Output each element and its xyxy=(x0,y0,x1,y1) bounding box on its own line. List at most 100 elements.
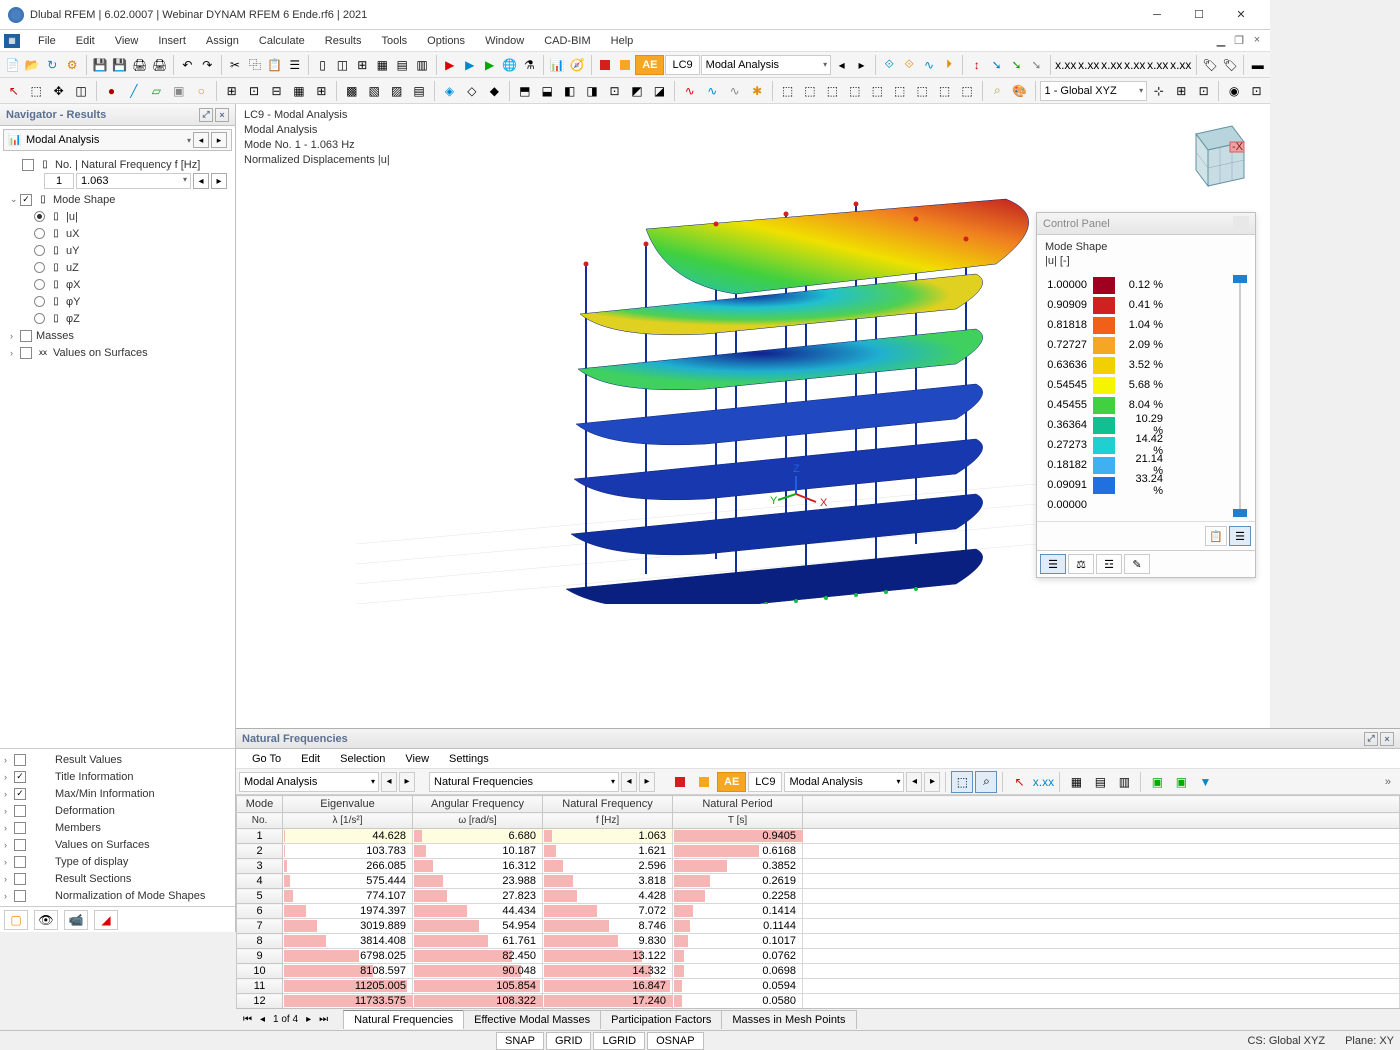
btm-tool8[interactable]: ▣ xyxy=(1146,771,1168,793)
lc-next[interactable]: ▸ xyxy=(852,54,871,76)
btm-tool4[interactable]: x.xx xyxy=(1032,771,1054,793)
btm-menu-selection[interactable]: Selection xyxy=(330,753,395,765)
v3-button[interactable]: ◧ xyxy=(559,80,580,102)
end1-button[interactable]: ◉ xyxy=(1223,80,1244,102)
vx-button[interactable]: ➘ xyxy=(987,54,1006,76)
surf-button[interactable]: ▱ xyxy=(146,80,167,102)
node-button[interactable]: ● xyxy=(101,80,122,102)
xxx4-button[interactable]: x.xx xyxy=(1124,54,1146,76)
grid3-button[interactable]: ⊟ xyxy=(266,80,287,102)
open-button[interactable]: 📂 xyxy=(23,54,42,76)
tree-sub-3[interactable]: ▯uZ xyxy=(4,259,231,276)
tree-sub-6[interactable]: ▯φZ xyxy=(4,310,231,327)
grid-button[interactable]: ⊞ xyxy=(221,80,242,102)
nav-tab1[interactable]: ▢ xyxy=(4,910,28,930)
ctrl-header[interactable]: Control Panel xyxy=(1037,213,1255,235)
menu-close-icon[interactable]: × xyxy=(1248,34,1266,47)
btm-tool6[interactable]: ▤ xyxy=(1089,771,1111,793)
v1-button[interactable]: ⬒ xyxy=(514,80,535,102)
menu-options[interactable]: Options xyxy=(417,32,475,50)
btm-sq-orange[interactable] xyxy=(693,771,715,793)
menu-calculate[interactable]: Calculate xyxy=(249,32,315,50)
xxx6-button[interactable]: x.xx xyxy=(1170,54,1192,76)
snap-snap[interactable]: SNAP xyxy=(496,1032,544,1050)
nav-analysis-dropdown[interactable]: 📊Modal Analysis▾◂▸ xyxy=(3,129,232,151)
navlower-3[interactable]: › Deformation xyxy=(4,802,231,819)
grid2-button[interactable]: ⊡ xyxy=(243,80,264,102)
calc3-button[interactable]: ▶ xyxy=(480,54,499,76)
def3-button[interactable]: ∿ xyxy=(920,54,939,76)
cube-button[interactable]: ◈ xyxy=(439,80,460,102)
s9-button[interactable]: ⬚ xyxy=(956,80,977,102)
s4-button[interactable]: ⬚ xyxy=(844,80,865,102)
v6-button[interactable]: ◩ xyxy=(626,80,647,102)
win4-button[interactable]: ▦ xyxy=(373,54,392,76)
btm-tool1[interactable]: ⬚ xyxy=(951,771,973,793)
win2-button[interactable]: ◫ xyxy=(333,54,352,76)
disp-button[interactable]: ▬ xyxy=(1248,54,1267,76)
tree-values-surfaces[interactable]: ›xxValues on Surfaces xyxy=(4,344,231,361)
menu-insert[interactable]: Insert xyxy=(148,32,196,50)
navlower-2[interactable]: ›✓ Max/Min Information xyxy=(4,785,231,802)
navlower-1[interactable]: ›✓ Title Information xyxy=(4,768,231,785)
btm-sq-red[interactable] xyxy=(669,771,691,793)
btm-tool3[interactable]: ↖ xyxy=(1008,771,1030,793)
btm-lc-prev[interactable]: ◂ xyxy=(906,772,922,792)
navlower-5[interactable]: › Values on Surfaces xyxy=(4,836,231,853)
pg-prev[interactable]: ◂ xyxy=(257,1014,268,1025)
btm-dd1-next[interactable]: ▸ xyxy=(399,772,415,792)
v2-button[interactable]: ⬓ xyxy=(536,80,557,102)
btm-menu-settings[interactable]: Settings xyxy=(439,753,499,765)
xxx5-button[interactable]: x.xx xyxy=(1147,54,1169,76)
btm-menu-edit[interactable]: Edit xyxy=(291,753,330,765)
btm-more[interactable]: » xyxy=(1385,776,1397,788)
star-button[interactable]: ✱ xyxy=(746,80,767,102)
scale-button[interactable]: ↕ xyxy=(967,54,986,76)
btm-tool5[interactable]: ▦ xyxy=(1065,771,1087,793)
tree-modeshape[interactable]: ⌄✓▯Mode Shape xyxy=(4,191,231,208)
ctrl-ico2[interactable]: ☰ xyxy=(1229,526,1251,546)
btm-pin-icon[interactable]: ⤢ xyxy=(1364,732,1378,746)
close-button[interactable]: ✕ xyxy=(1220,1,1262,29)
undo-button[interactable]: ↶ xyxy=(178,54,197,76)
calc5-button[interactable]: ⚗ xyxy=(520,54,539,76)
results-button[interactable]: 📊 xyxy=(548,54,567,76)
end2-button[interactable]: ⊡ xyxy=(1246,80,1267,102)
menu-cad-bim[interactable]: CAD-BIM xyxy=(534,32,600,50)
navlower-8[interactable]: › Normalization of Mode Shapes xyxy=(4,887,231,904)
redo-button[interactable]: ↷ xyxy=(198,54,217,76)
maximize-button[interactable]: ☐ xyxy=(1178,1,1220,29)
align-button[interactable]: ☰ xyxy=(285,54,304,76)
cube2-button[interactable]: ◇ xyxy=(461,80,482,102)
menu-view[interactable]: View xyxy=(105,32,149,50)
menu-edit[interactable]: Edit xyxy=(66,32,105,50)
snap-lgrid[interactable]: LGRID xyxy=(593,1032,645,1050)
btm-tab-0[interactable]: Natural Frequencies xyxy=(343,1010,464,1029)
xxx3-button[interactable]: x.xx xyxy=(1101,54,1123,76)
sq-red[interactable] xyxy=(595,54,614,76)
ctrl-tab3[interactable]: ☲ xyxy=(1096,554,1122,574)
saveall-button[interactable]: 💾 xyxy=(110,54,129,76)
navlower-0[interactable]: › Result Values xyxy=(4,751,231,768)
ctrl-tab4[interactable]: ✎ xyxy=(1124,554,1150,574)
lc-dropdown[interactable]: Modal Analysis xyxy=(701,55,831,75)
s5-button[interactable]: ⬚ xyxy=(867,80,888,102)
print-button[interactable]: 🖨 xyxy=(130,54,149,76)
s8-button[interactable]: ⬚ xyxy=(934,80,955,102)
sel2-button[interactable]: ⬚ xyxy=(25,80,46,102)
printpreview-button[interactable]: 🖨 xyxy=(150,54,169,76)
tree-sub-5[interactable]: ▯φY xyxy=(4,293,231,310)
freq-no-input[interactable]: 1 xyxy=(44,173,74,189)
grid5-button[interactable]: ⊞ xyxy=(311,80,332,102)
cs3-button[interactable]: ⊡ xyxy=(1193,80,1214,102)
vy-button[interactable]: ➘ xyxy=(1007,54,1026,76)
anim-button[interactable]: ⏵ xyxy=(940,54,959,76)
navlower-4[interactable]: › Members xyxy=(4,819,231,836)
settings-button[interactable]: ⚙ xyxy=(63,54,82,76)
cs2-button[interactable]: ⊞ xyxy=(1171,80,1192,102)
v5-button[interactable]: ⊡ xyxy=(604,80,625,102)
s3-button[interactable]: ⬚ xyxy=(822,80,843,102)
nav-close-icon[interactable]: × xyxy=(215,108,229,122)
frequencies-table[interactable]: ModeEigenvalueAngular FrequencyNatural F… xyxy=(236,795,1400,1008)
chart3-button[interactable]: ∿ xyxy=(724,80,745,102)
